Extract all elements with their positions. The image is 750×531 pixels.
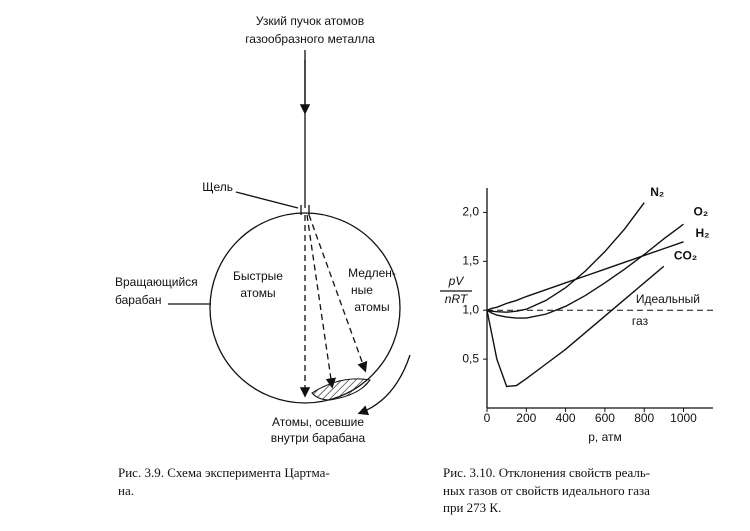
series-label: CO₂ — [674, 248, 697, 262]
slit-label: Щель — [202, 180, 233, 194]
y-tick-label: 1,5 — [462, 254, 479, 268]
series-line — [486, 241, 684, 311]
deposit-label: внутри барабана — [271, 431, 366, 445]
slow-label: Медлен- — [348, 266, 396, 280]
series-label: O₂ — [694, 204, 709, 218]
caption: на. — [118, 483, 134, 498]
caption: ных газов от свойств идеального газа — [443, 483, 650, 498]
caption: при 273 К. — [443, 500, 501, 515]
mid-path — [306, 214, 337, 389]
x-tick-label: 600 — [595, 411, 615, 425]
drum — [209, 212, 401, 404]
drum-label: барабан — [115, 293, 162, 307]
y-label: pV — [448, 274, 465, 288]
beam-label: Узкий пучок атомов — [256, 14, 364, 28]
y-label: nRT — [445, 292, 469, 306]
slow-label: атомы — [354, 300, 389, 314]
y-tick-label: 1,0 — [462, 302, 479, 316]
deposit — [311, 378, 371, 401]
fast-label: атомы — [240, 286, 275, 300]
figure-diagram: Узкий пучок атомов газообразного металла… — [115, 14, 411, 498]
caption: Рис. 3.9. Схема эксперимента Цартма- — [118, 465, 330, 480]
fast-label: Быстрые — [233, 269, 283, 283]
x-tick-label: 800 — [634, 411, 654, 425]
leader — [235, 191, 299, 209]
figure-chart: pV nRT p, атм Идеальный газ Рис. 3.10. О… — [440, 185, 713, 515]
caption: Рис. 3.10. Отклонения свойств реаль- — [443, 465, 650, 480]
x-tick-label: 0 — [484, 411, 491, 425]
rotation-arrow — [357, 354, 411, 416]
x-tick-label: 400 — [556, 411, 576, 425]
beam-label: газообразного металла — [245, 32, 375, 46]
slow-label: ные — [351, 283, 373, 297]
deposit-label: Атомы, осевшие — [272, 415, 364, 429]
x-tick-label: 1000 — [670, 411, 697, 425]
series-line — [486, 202, 645, 313]
series-label: H₂ — [696, 226, 710, 240]
x-tick-label: 200 — [516, 411, 536, 425]
y-tick-label: 2,0 — [462, 205, 479, 219]
series-line — [486, 265, 665, 388]
ideal-label: Идеальный — [636, 292, 700, 306]
slow-path — [308, 214, 368, 373]
series-label: N₂ — [650, 185, 664, 199]
y-tick-label: 0,5 — [462, 351, 479, 365]
drum-label: Вращающийся — [115, 275, 198, 289]
ideal-label: газ — [632, 314, 649, 328]
x-label: p, атм — [588, 430, 622, 444]
